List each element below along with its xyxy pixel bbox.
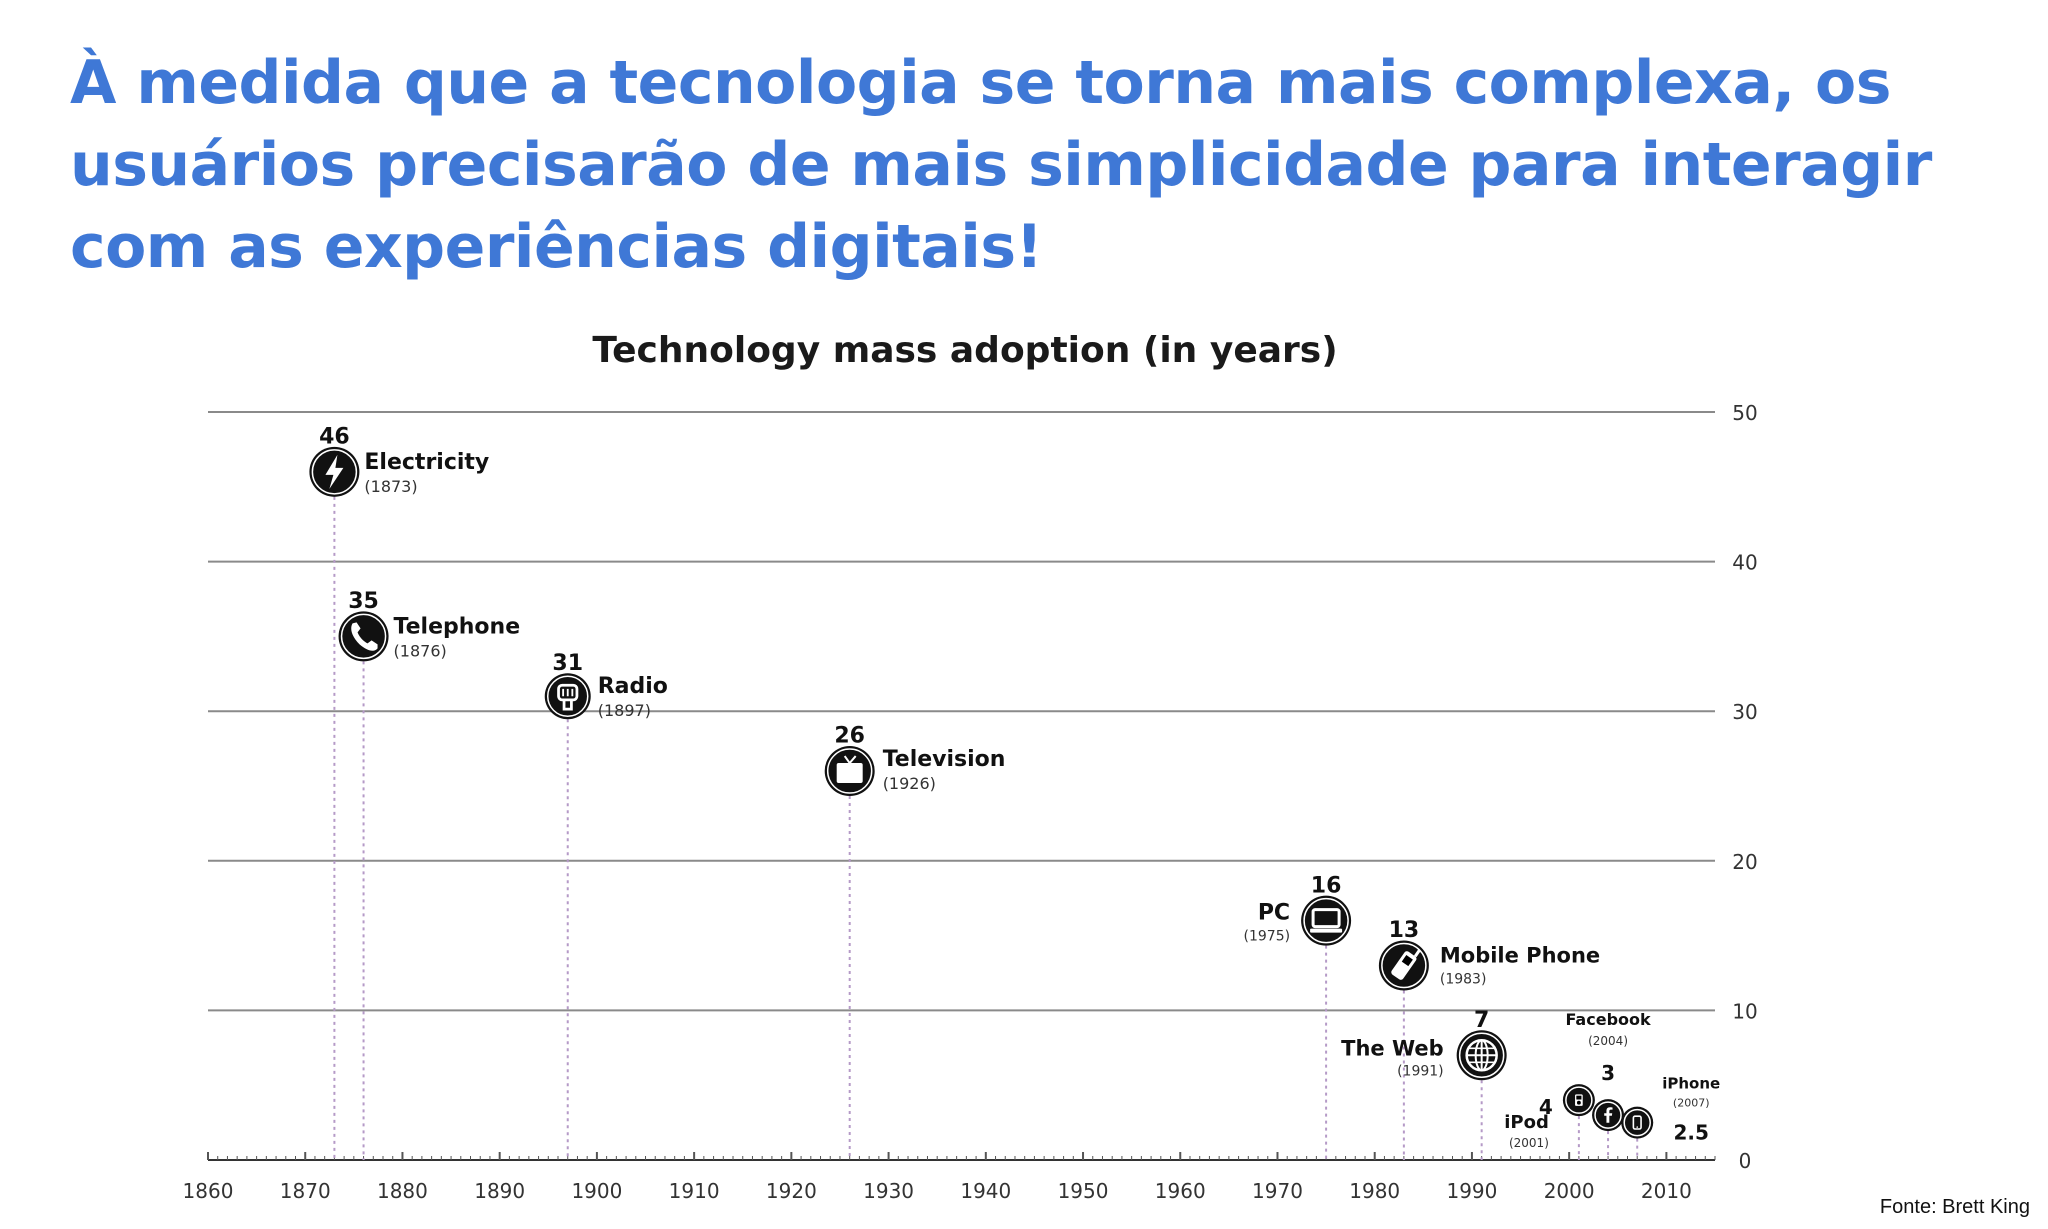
x-axis: 1860 1870 1880 1890 1900 1910 1920 1930 1940 1950… xyxy=(183,1152,1716,1203)
source-credit: Fonte: Brett King xyxy=(1879,1196,2030,1218)
y-axis: 0 10 20 30 40 50 xyxy=(1732,401,1757,1173)
point-year-label: (2007) xyxy=(1673,1097,1710,1110)
point-name-label: Facebook xyxy=(1565,1010,1651,1029)
point-value-label: 35 xyxy=(348,589,379,614)
grid-layer xyxy=(208,411,1715,1012)
data-point-pc: 16 PC (1975) xyxy=(1244,873,1352,1160)
x-tick-label: 2010 xyxy=(1641,1179,1692,1203)
point-marker-ring xyxy=(1458,1032,1505,1079)
data-point-facebook: 3 Facebook (2004) xyxy=(1565,1010,1651,1160)
point-value-label: 7 xyxy=(1474,1008,1489,1033)
point-marker xyxy=(1621,1106,1654,1139)
point-year-label: (1897) xyxy=(598,701,651,720)
point-year-label: (1983) xyxy=(1440,972,1487,988)
point-marker xyxy=(1301,895,1352,946)
y-tick-label: 20 xyxy=(1732,850,1757,874)
mobile-phone-icon xyxy=(1391,948,1422,980)
globe-icon xyxy=(1465,1039,1498,1072)
facebook-icon xyxy=(1604,1107,1613,1123)
x-tick-label: 1890 xyxy=(474,1179,525,1203)
smartphone-icon xyxy=(1632,1115,1642,1130)
chart-svg: Technology mass adoption (in years) 1860… xyxy=(183,330,1758,1203)
point-name-label: Telephone xyxy=(394,614,521,639)
x-tick-label: 1900 xyxy=(571,1179,622,1203)
headline-line-1: À medida que a tecnologia se torna mais … xyxy=(70,48,1891,118)
point-value-label: 4 xyxy=(1539,1095,1553,1119)
data-points: 46 Electricity (1873) 35 Telephone (1876) 31 Ra… xyxy=(309,425,1720,1160)
point-marker-ring xyxy=(1565,1086,1593,1114)
point-marker-ring xyxy=(826,748,873,794)
x-tick-label: 2000 xyxy=(1544,1179,1595,1203)
point-year-label: (1975) xyxy=(1244,929,1291,945)
point-year-label: (1873) xyxy=(364,477,417,496)
y-tick-label: 50 xyxy=(1732,401,1757,425)
point-value-label: 13 xyxy=(1389,918,1420,943)
x-tick-label: 1930 xyxy=(863,1179,914,1203)
x-tick-label: 1960 xyxy=(1155,1179,1206,1203)
data-point-iphone: 2.5 iPhone (2007) xyxy=(1621,1075,1720,1160)
point-year-label: (1991) xyxy=(1397,1063,1444,1079)
computer-icon xyxy=(1310,908,1343,933)
point-name-label: Mobile Phone xyxy=(1440,944,1600,968)
x-tick-label: 1880 xyxy=(377,1179,428,1203)
point-year-label: (1876) xyxy=(394,641,447,660)
point-marker-ring xyxy=(1594,1101,1622,1129)
lightning-icon xyxy=(325,454,344,489)
x-tick-label: 1870 xyxy=(280,1179,331,1203)
y-tick-label: 40 xyxy=(1732,551,1757,575)
x-tick-label: 1920 xyxy=(766,1179,817,1203)
headline-line-3: com as experiências digitais! xyxy=(70,212,1043,282)
x-tick-label: 1940 xyxy=(960,1179,1011,1203)
point-value-label: 46 xyxy=(319,425,350,450)
x-tick-label: 1860 xyxy=(183,1179,234,1203)
data-point-the-web: 7 The Web (1991) xyxy=(1341,1008,1507,1160)
x-tick-label: 1950 xyxy=(1058,1179,1109,1203)
point-year-label: (1926) xyxy=(883,774,936,793)
point-name-label: Radio xyxy=(598,674,668,699)
data-point-telephone: 35 Telephone (1876) xyxy=(338,589,521,1160)
point-name-label: The Web xyxy=(1341,1036,1444,1060)
adoption-chart: Technology mass adoption (in years) 1860… xyxy=(0,300,2048,1229)
x-tick-label: 1980 xyxy=(1349,1179,1400,1203)
headline-line-2: usuários precisarão de mais simplicidade… xyxy=(70,130,1932,200)
x-tick-label: 1970 xyxy=(1252,1179,1303,1203)
point-value-label: 26 xyxy=(834,724,865,749)
tv-icon xyxy=(836,755,863,784)
data-point-mobile-phone: 13 Mobile Phone (1983) xyxy=(1378,918,1600,1160)
point-value-label: 16 xyxy=(1311,873,1342,898)
point-marker xyxy=(338,611,389,662)
point-marker-ring xyxy=(1623,1108,1651,1137)
y-tick-label: 10 xyxy=(1732,999,1757,1023)
radio-icon xyxy=(557,683,579,711)
x-tick-label: 1990 xyxy=(1446,1179,1497,1203)
point-value-label: 3 xyxy=(1601,1061,1615,1085)
point-marker-ring xyxy=(546,675,589,717)
data-point-radio: 31 Radio (1897) xyxy=(544,651,668,1160)
point-marker-ring xyxy=(1303,897,1349,944)
point-value-label: 2.5 xyxy=(1674,1121,1709,1145)
x-tick-label: 1910 xyxy=(669,1179,720,1203)
phone-icon xyxy=(351,622,378,651)
y-tick-label: 30 xyxy=(1732,700,1757,724)
point-name-label: iPod xyxy=(1504,1112,1549,1133)
point-name-label: Television xyxy=(883,747,1006,772)
point-marker-ring xyxy=(311,449,358,495)
data-point-television: 26 Television (1926) xyxy=(824,724,1006,1160)
point-year-label: (2001) xyxy=(1509,1136,1549,1150)
point-value-label: 31 xyxy=(552,651,583,676)
y-tick-label: 0 xyxy=(1739,1149,1752,1173)
point-name-label: PC xyxy=(1258,901,1290,926)
point-marker-ring xyxy=(340,613,387,660)
ipod-icon xyxy=(1575,1094,1583,1106)
chart-title: Technology mass adoption (in years) xyxy=(592,330,1337,371)
point-name-label: Electricity xyxy=(364,450,489,475)
data-point-electricity: 46 Electricity (1873) xyxy=(309,425,489,1160)
point-marker-ring xyxy=(1381,942,1427,989)
headline: À medida que a tecnologia se torna mais … xyxy=(70,42,2030,288)
point-year-label: (2004) xyxy=(1588,1034,1628,1048)
point-name-label: iPhone xyxy=(1662,1075,1720,1093)
